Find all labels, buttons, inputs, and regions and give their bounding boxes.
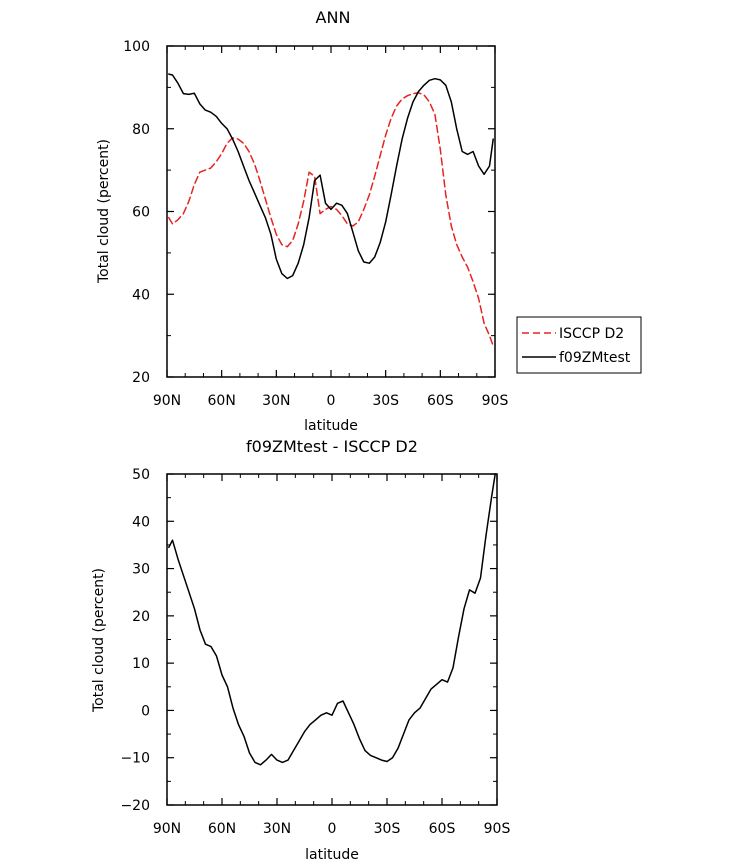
bottom-xtick-label: 90S: [484, 821, 511, 837]
chart-top-title: ANN: [316, 8, 351, 27]
top-xtick-label: 60N: [208, 393, 236, 409]
top-ytick-label: 80: [132, 122, 150, 138]
bottom-xtick-label: 0: [328, 821, 337, 837]
chart-bottom-xlabel: latitude: [305, 847, 359, 863]
bottom-xtick-label: 60S: [429, 821, 456, 837]
legend-label-isccp: ISCCP D2: [559, 326, 624, 342]
chart-bottom: f09ZMtest - ISCCP D2 90N 60N 30N 0 30S 60S 90S…: [91, 437, 510, 863]
legend-box: [516, 316, 642, 374]
chart-bottom-plot-frame: [166, 473, 498, 806]
chart-top-series: [168, 73, 494, 347]
chart-top-ylabel: Total cloud (percent): [96, 139, 112, 284]
legend-label-f09zmtest: f09ZMtest: [559, 350, 631, 366]
top-xtick-label: 30N: [262, 393, 290, 409]
bottom-ytick-label: −10: [120, 751, 150, 767]
bottom-ytick-label: 0: [141, 703, 150, 719]
bottom-ytick-label: 20: [132, 609, 150, 625]
bottom-xtick-label: 30N: [263, 821, 291, 837]
chart-bottom-series: [168, 473, 496, 766]
top-series-line-f09zmtest: [168, 73, 494, 280]
bottom-ytick-label: 30: [132, 562, 150, 578]
top-ytick-label: 100: [123, 39, 150, 55]
bottom-xtick-label: 60N: [208, 821, 236, 837]
bottom-series-line-difference: [168, 473, 496, 766]
chart-bottom-title: f09ZMtest - ISCCP D2: [246, 437, 418, 456]
chart-bottom-ticks: 90N 60N 30N 0 30S 60S 90S −20 −10 0 10 20 30 40 50: [120, 467, 510, 837]
chart-top-legend: ISCCP D2 f09ZMtest: [516, 316, 642, 374]
chart-top: ANN 90N 60N 30N 0 30S 60S 90S 20 40 60 80 100 latit…: [96, 8, 642, 434]
top-series-line-isccp-d2: [168, 92, 494, 347]
bottom-xtick-label: 90N: [153, 821, 181, 837]
bottom-ytick-label: 50: [132, 467, 150, 483]
top-ytick-label: 20: [132, 370, 150, 386]
top-ytick-label: 60: [132, 205, 150, 221]
top-xtick-label: 0: [327, 393, 336, 409]
chart-top-xlabel: latitude: [304, 418, 358, 434]
bottom-xtick-label: 30S: [374, 821, 401, 837]
top-xtick-label: 90S: [482, 393, 509, 409]
top-xtick-label: 90N: [153, 393, 181, 409]
chart-bottom-ylabel: Total cloud (percent): [91, 568, 107, 713]
bottom-ytick-label: 10: [132, 656, 150, 672]
top-ytick-label: 40: [132, 287, 150, 303]
top-xtick-label: 30S: [372, 393, 399, 409]
chart-top-plot-frame: [166, 45, 496, 378]
bottom-ytick-label: −20: [120, 798, 150, 814]
chart-top-ticks: 90N 60N 30N 0 30S 60S 90S 20 40 60 80 100: [123, 39, 508, 409]
bottom-ytick-label: 40: [132, 514, 150, 530]
top-xtick-label: 60S: [427, 393, 454, 409]
